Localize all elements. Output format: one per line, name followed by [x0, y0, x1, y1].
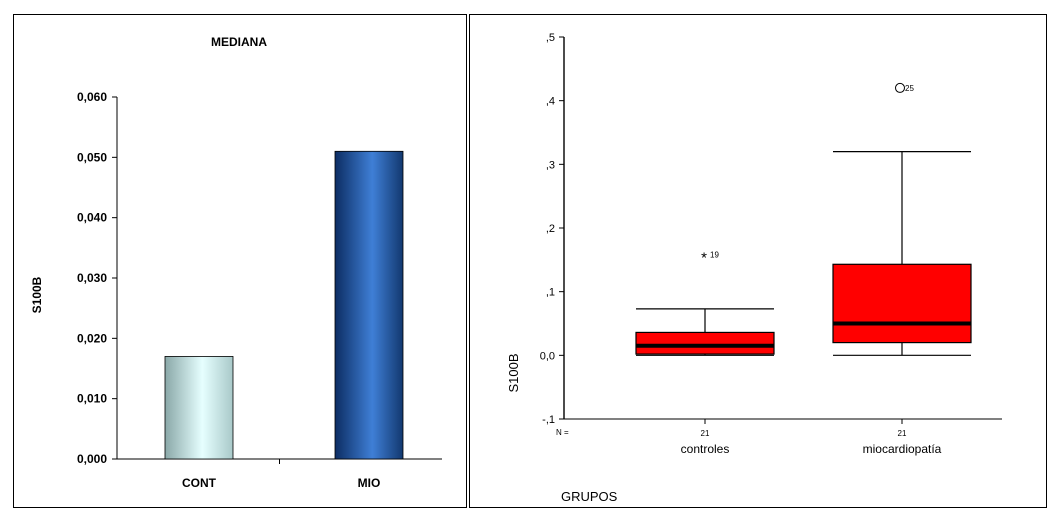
- y-tick-label: -,1: [542, 414, 555, 426]
- y-axis-label: S100B: [30, 276, 44, 313]
- box-1: [832, 263, 972, 344]
- y-tick-label: 0,060: [77, 90, 107, 104]
- x-tick-label: controles: [681, 442, 730, 456]
- y-tick-label: 0,000: [77, 452, 107, 466]
- bar-chart: MEDIANA S100B 0,000 0,010 0,020 0,030 0,040 0…: [30, 35, 442, 490]
- y-tick-label: ,5: [546, 32, 555, 44]
- y-axis-label: S100B: [506, 353, 521, 392]
- x-tick-label: MIO: [358, 476, 381, 490]
- box-plot-panel: S100B GRUPOS N = -,1 0,0 ,1 ,2 ,3 ,4 ,5 * 19 21 co…: [469, 14, 1047, 508]
- n-label: N =: [556, 428, 569, 437]
- outlier-circle: [895, 82, 905, 93]
- x-axis-label: GRUPOS: [561, 489, 618, 504]
- box-plot: S100B GRUPOS N = -,1 0,0 ,1 ,2 ,3 ,4 ,5 * 19 21 co…: [506, 32, 1002, 504]
- bar-cont: [164, 356, 234, 460]
- y-tick-label: 0,040: [77, 211, 107, 225]
- y-tick-label: 0,050: [77, 150, 107, 164]
- n-value: 21: [898, 429, 907, 438]
- bar-mio: [334, 150, 404, 460]
- y-tick-label: ,4: [546, 96, 555, 108]
- y-tick-label: 0,010: [77, 392, 107, 406]
- y-tick-label: 0,030: [77, 271, 107, 285]
- y-tick-label: 0,0: [540, 350, 555, 362]
- n-value: 21: [701, 429, 710, 438]
- y-tick-label: ,2: [546, 223, 555, 235]
- y-tick-label: ,1: [546, 287, 555, 299]
- outlier-label: 25: [905, 84, 914, 93]
- x-tick-label: miocardiopatía: [863, 442, 942, 456]
- outlier-star: *: [701, 250, 707, 267]
- chart-title: MEDIANA: [211, 35, 267, 49]
- box-0: [635, 331, 775, 355]
- bar-chart-panel: MEDIANA S100B 0,000 0,010 0,020 0,030 0,040 0…: [13, 14, 467, 508]
- y-tick-label: 0,020: [77, 331, 107, 345]
- y-tick-label: ,3: [546, 159, 555, 171]
- outlier-label: 19: [710, 251, 719, 260]
- x-tick-label: CONT: [182, 476, 217, 490]
